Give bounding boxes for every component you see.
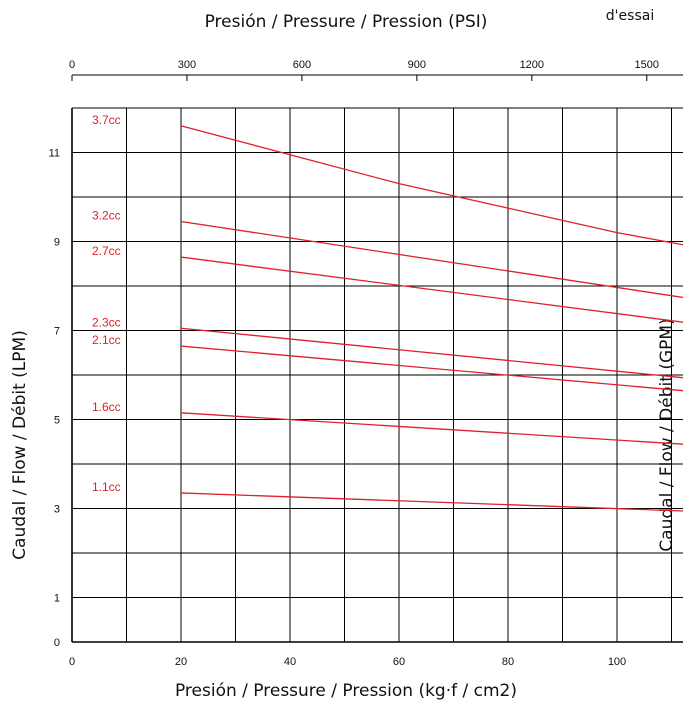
top-tick-label: 0 (69, 59, 75, 71)
series-label: 3.2cc (92, 208, 121, 222)
y-tick-label: 3 (54, 504, 60, 516)
y-tick-label: 9 (54, 237, 60, 249)
y-tick-label: 11 (49, 148, 60, 160)
series-line (180, 327, 683, 379)
series-label: 2.1cc (92, 333, 121, 347)
series-labels: 3.7cc 3.2cc 2.7cc 2.3cc 2.1cc 1.6cc 1.1cc (92, 113, 121, 494)
series-line (180, 412, 683, 445)
x-tick-label: 0 (69, 656, 75, 668)
x-tick-label: 20 (175, 656, 187, 668)
series-label: 1.6cc (92, 400, 121, 414)
top-tick-label: 300 (178, 59, 196, 71)
series-label: 2.7cc (92, 244, 121, 258)
series-line (180, 125, 683, 246)
series-line (180, 492, 683, 512)
series-line (180, 220, 683, 299)
y-tick-label: 5 (54, 415, 60, 427)
series-lines (180, 125, 683, 512)
chart-title: Presión / Pressure / Pression (PSI) (205, 12, 488, 32)
top-tick-label: 1200 (520, 59, 544, 71)
x-axis-title: Presión / Pressure / Pression (kg·f / cm… (175, 681, 517, 701)
y-axis-title-left: Caudal / Flow / Débit (LPM) (10, 330, 30, 560)
x-tick-label: 100 (608, 656, 626, 668)
x-tick-label: 80 (502, 656, 514, 668)
corner-note: d'essai (606, 8, 654, 24)
top-tick-label: 600 (293, 59, 311, 71)
series-line (180, 345, 683, 392)
grid (71, 74, 683, 643)
series-label: 3.7cc (92, 113, 121, 127)
series-label: 1.1cc (92, 480, 121, 494)
y-tick-label: 1 (54, 593, 60, 605)
series-line (180, 256, 683, 323)
series-label: 2.3cc (92, 315, 121, 329)
tick-labels: 0204060801001201401601800135791103006009… (49, 59, 659, 668)
y-tick-label: 0 (54, 637, 60, 649)
top-tick-label: 1500 (635, 59, 659, 71)
y-tick-label: 7 (54, 326, 60, 338)
x-tick-label: 40 (284, 656, 296, 668)
y-axis-title-right: Caudal / Flow / Débit (GPM) (657, 318, 677, 551)
top-tick-label: 900 (408, 59, 426, 71)
x-tick-label: 60 (393, 656, 405, 668)
